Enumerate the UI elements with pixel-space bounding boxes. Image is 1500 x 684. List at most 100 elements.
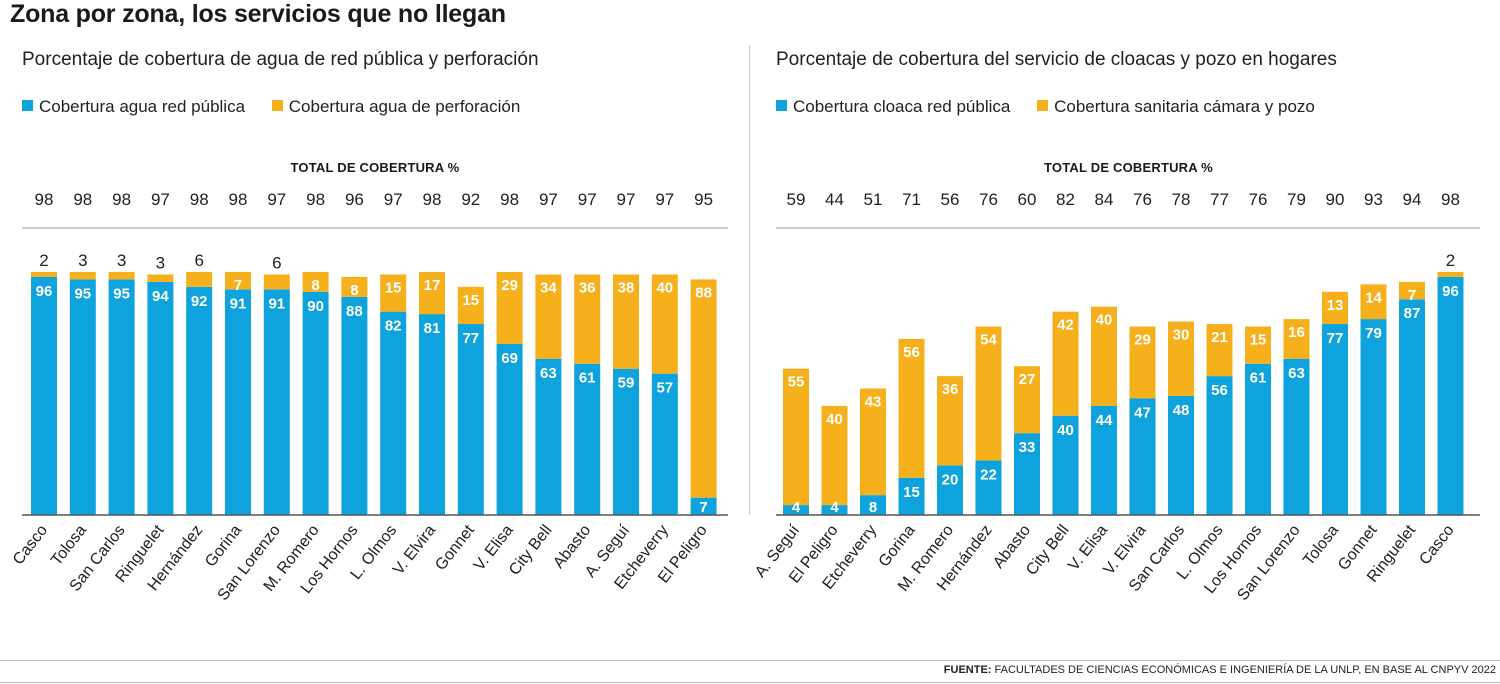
total-label: 56 [941,190,960,209]
legend-swatch-orange [271,100,283,112]
bar-orange [1168,321,1194,396]
total-label: 98 [306,190,325,209]
bar-orange [186,271,213,287]
value-label-blue: 47 [1134,404,1151,421]
value-label-orange: 7 [1408,287,1416,304]
value-label-orange: 29 [1134,332,1151,349]
bar-orange [457,286,484,325]
total-label: 98 [1441,190,1460,209]
value-label-orange: 55 [788,374,805,391]
panel-divider [749,45,750,515]
bar-blue [31,276,57,515]
value-label-orange: 6 [194,251,203,270]
bar-orange [1129,326,1156,399]
value-label-orange: 56 [903,344,920,361]
value-label-orange: 29 [501,277,518,294]
value-label-blue: 79 [1365,325,1382,342]
value-label-blue: 91 [230,295,247,312]
bar-blue [457,324,484,515]
total-label: 79 [1287,190,1306,209]
total-label: 98 [229,190,248,209]
legend-swatch-orange [1037,100,1049,112]
value-label-orange: 40 [1096,312,1113,329]
bar-orange [31,271,57,277]
legend-label: Cobertura agua red pública [39,97,246,116]
bar-orange [1322,291,1348,325]
bar-blue [302,291,329,515]
bar-blue [380,311,407,515]
total-label: 97 [539,190,558,209]
bar-blue [535,358,562,515]
footer-label: FUENTE: [943,664,992,676]
bar-orange [1245,326,1271,364]
legend-item-sewer-network: Cobertura cloaca red pública [776,97,1010,116]
bar-blue [1283,358,1310,515]
total-label: 77 [1210,190,1229,209]
bar-blue [1129,398,1156,515]
value-label-blue: 87 [1404,305,1421,322]
bar-blue [419,314,445,515]
bar-blue [821,505,848,515]
bar-blue [1168,395,1194,515]
value-label-blue: 96 [1442,283,1459,300]
value-label-orange: 3 [117,251,126,270]
footer-rule-bottom [0,682,1500,683]
value-label-orange: 2 [39,251,48,270]
page-title: Zona por zona, los servicios que no lleg… [10,0,506,28]
legend-item-water-well: Cobertura agua de perforación [271,97,520,116]
value-label-blue: 61 [579,370,596,387]
value-label-blue: 22 [980,466,997,483]
bar-orange [898,338,925,478]
value-label-blue: 69 [501,350,518,367]
bar-blue [1360,319,1387,515]
bar-orange [690,279,717,498]
value-label-blue: 96 [36,283,53,300]
value-label-orange: 6 [272,253,281,272]
bar-orange [783,368,809,506]
value-label-blue: 95 [74,285,91,302]
bar-blue [898,477,925,515]
total-label: 92 [461,190,480,209]
value-label-blue: 4 [830,499,839,516]
total-label: 90 [1326,190,1345,209]
bar-blue [186,286,213,515]
bar-orange [147,274,174,282]
value-label-blue: 4 [792,499,801,516]
bar-blue [937,465,963,515]
bar-orange [1206,324,1233,377]
value-label-blue: 48 [1173,402,1190,419]
value-label-orange: 3 [78,251,87,270]
total-label: 97 [655,190,674,209]
total-label: 97 [384,190,403,209]
legend-swatch-blue [776,100,787,112]
bar-blue [1399,299,1425,515]
value-label-blue: 63 [1288,365,1305,382]
bar-blue [613,368,639,515]
total-label: 97 [151,190,170,209]
value-label-orange: 21 [1211,329,1228,346]
value-label-blue: 77 [1327,330,1344,347]
total-label: 98 [190,190,209,209]
total-label: 97 [578,190,597,209]
legend-item-water-network: Cobertura agua red pública [22,97,245,116]
value-label-orange: 7 [234,277,242,294]
total-label: 59 [787,190,806,209]
footer-rule [0,660,1500,661]
bar-blue [225,289,251,515]
total-label: 97 [267,190,286,209]
value-label-blue: 88 [346,303,363,320]
value-label-blue: 59 [618,375,635,392]
bar-blue [651,373,678,515]
bar-blue [1014,433,1040,515]
value-label-orange: 16 [1288,324,1305,341]
value-label-orange: 14 [1365,289,1382,306]
bar-orange [975,326,1002,461]
total-label: 76 [979,190,998,209]
bar-orange [1437,271,1464,277]
right-legend: Cobertura cloaca red pública Cobertura s… [776,97,1337,117]
right-chart-title: Porcentaje de cobertura del servicio de … [776,49,1337,70]
legend-label: Cobertura sanitaria cámara y pozo [1054,97,1315,116]
value-label-orange: 15 [462,292,479,309]
bar-blue [1052,415,1079,515]
